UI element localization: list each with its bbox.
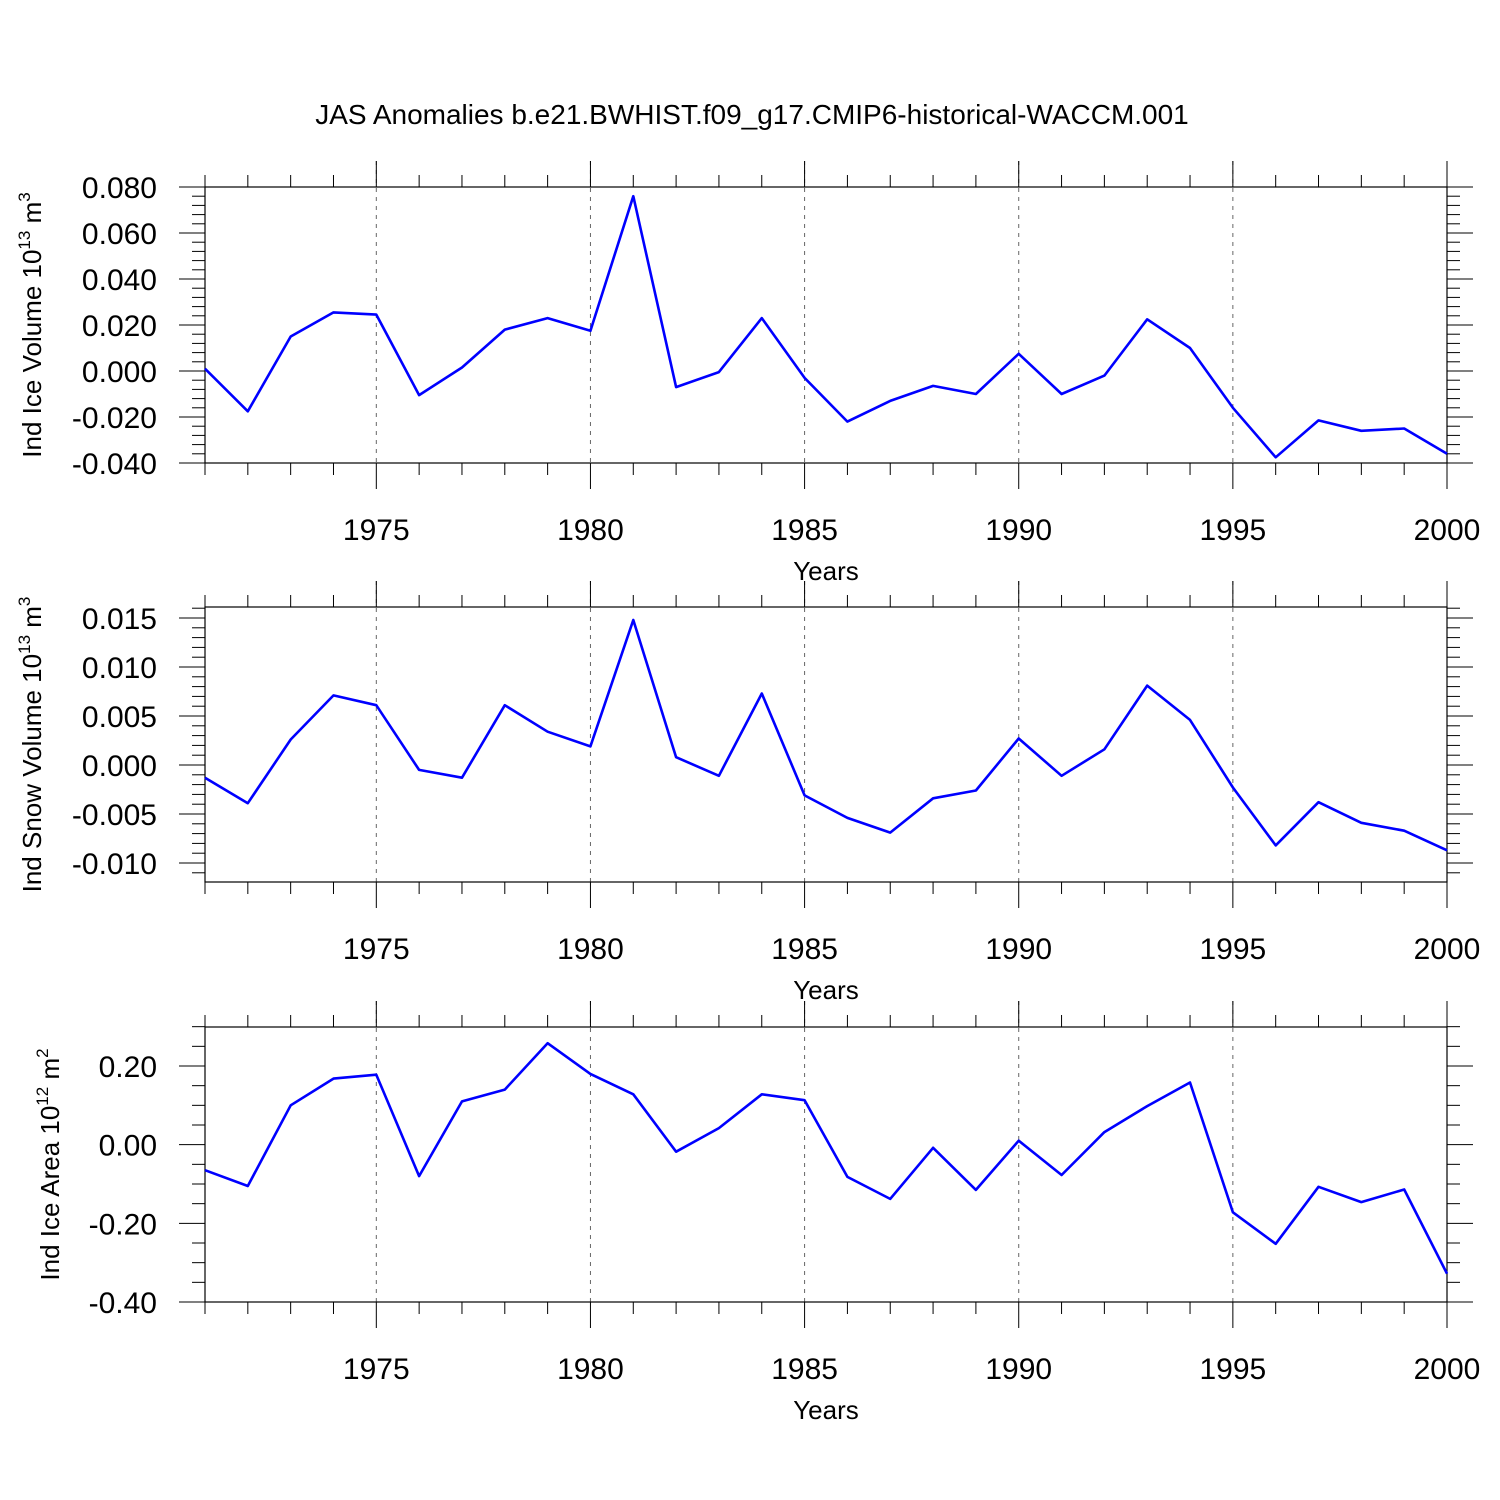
x-tick-label: 1990	[985, 1353, 1052, 1386]
x-tick-label: 1995	[1199, 514, 1266, 547]
x-axis-label: Years	[793, 975, 859, 1005]
y-tick-label: -0.020	[72, 402, 157, 435]
y-axis-label: Ind Ice Area 1012 m2	[33, 1048, 65, 1280]
x-axis-label: Years	[793, 1395, 859, 1425]
x-tick-label: 1995	[1199, 1353, 1266, 1386]
x-tick-label: 1990	[985, 933, 1052, 966]
y-tick-label: -0.005	[72, 799, 157, 832]
x-tick-label: 1975	[343, 1353, 410, 1386]
snow-volume-panel: 1975 1980 1985 1990 1995 2000 Years -0.010 -0.00…	[15, 581, 1480, 1005]
y-tick-label: -0.040	[72, 448, 157, 481]
y-tick-label: 0.020	[82, 310, 157, 343]
y-tick-label: 0.00	[99, 1130, 157, 1163]
x-tick-label: 1995	[1199, 933, 1266, 966]
chart-title: JAS Anomalies b.e21.BWHIST.f09_g17.CMIP6…	[315, 99, 1189, 130]
series-line	[204, 194, 1448, 459]
y-tick-label: 0.000	[82, 750, 157, 783]
y-axis-label: Ind Snow Volume 1013 m3	[15, 597, 47, 893]
x-axis-label: Years	[793, 556, 859, 586]
y-tick-label: -0.40	[89, 1287, 157, 1320]
y-tick-label: 0.040	[82, 264, 157, 297]
y-tick-label: 0.015	[82, 603, 157, 636]
x-tick-label: 1975	[343, 933, 410, 966]
x-tick-label: 1985	[771, 933, 838, 966]
x-tick-label: 2000	[1414, 514, 1481, 547]
y-tick-label: -0.20	[89, 1208, 157, 1241]
x-tick-label: 2000	[1414, 933, 1481, 966]
y-tick-label: 0.010	[82, 652, 157, 685]
series-line	[204, 1041, 1449, 1275]
x-tick-label: 1980	[557, 514, 624, 547]
x-tick-label: 1985	[771, 1353, 838, 1386]
y-tick-label: 0.060	[82, 218, 157, 251]
y-tick-label: 0.000	[82, 356, 157, 389]
x-tick-label: 2000	[1414, 1353, 1481, 1386]
y-tick-label: 0.080	[82, 172, 157, 205]
plot-frame	[204, 186, 1448, 464]
x-tick-label: 1975	[343, 514, 410, 547]
x-tick-label: 1985	[771, 514, 838, 547]
x-tick-label: 1990	[985, 514, 1052, 547]
y-tick-label: -0.010	[72, 848, 157, 881]
series-line	[204, 618, 1448, 852]
plot-frame	[204, 606, 1448, 883]
x-tick-label: 1980	[557, 933, 624, 966]
x-tick-label: 1980	[557, 1353, 624, 1386]
plot-frame	[204, 1026, 1448, 1303]
y-axis-label: Ind Ice Volume 1013 m3	[15, 192, 47, 457]
y-tick-label: 0.005	[82, 701, 157, 734]
ice-volume-panel: 1975 1980 1985 1990 1995 2000 Years -0.040 -0.02…	[15, 161, 1480, 586]
ice-area-panel: 1975 1980 1985 1990 1995 2000 Years -0.40 -0.20 0…	[33, 1001, 1480, 1425]
y-tick-label: 0.20	[99, 1051, 157, 1084]
